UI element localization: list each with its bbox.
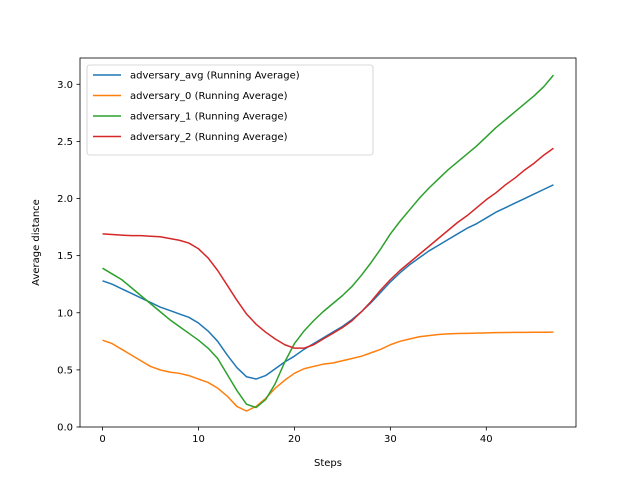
axes-frame <box>79 57 577 428</box>
x-tick-label: 40 <box>480 434 493 445</box>
legend-box <box>86 64 374 156</box>
y-tick-label: 2.0 <box>57 194 73 205</box>
legend-label: adversary_0 (Running Average) <box>130 91 288 102</box>
y-tick-label: 1.5 <box>57 251 73 262</box>
series-line-2 <box>102 74 555 409</box>
x-axis-label: Steps <box>314 458 342 469</box>
y-tick-label: 0.0 <box>57 423 73 434</box>
legend: adversary_avg (Running Average) adversary… <box>86 64 374 156</box>
plot-lines <box>102 74 555 412</box>
legend-label: adversary_avg (Running Average) <box>130 71 300 82</box>
x-tick-label: 30 <box>384 434 397 445</box>
legend-label: adversary_2 (Running Average) <box>130 132 288 143</box>
series-line-1 <box>102 331 554 412</box>
y-tick-label: 2.5 <box>57 137 73 148</box>
y-tick-label: 0.5 <box>57 365 73 376</box>
x-tick-label: 10 <box>192 434 205 445</box>
y-axis-label: Average distance <box>31 199 42 286</box>
x-axis: 0 10 20 30 40 <box>99 427 493 445</box>
y-axis: 0.0 0.5 1.0 1.5 2.0 2.5 3.0 <box>57 80 80 434</box>
x-tick-label: 0 <box>99 434 105 445</box>
legend-label: adversary_1 (Running Average) <box>130 112 288 123</box>
series-line-3 <box>102 147 554 349</box>
y-tick-label: 3.0 <box>57 80 73 91</box>
x-tick-label: 20 <box>288 434 301 445</box>
series-line-0 <box>102 184 554 380</box>
y-tick-label: 1.0 <box>57 308 73 319</box>
